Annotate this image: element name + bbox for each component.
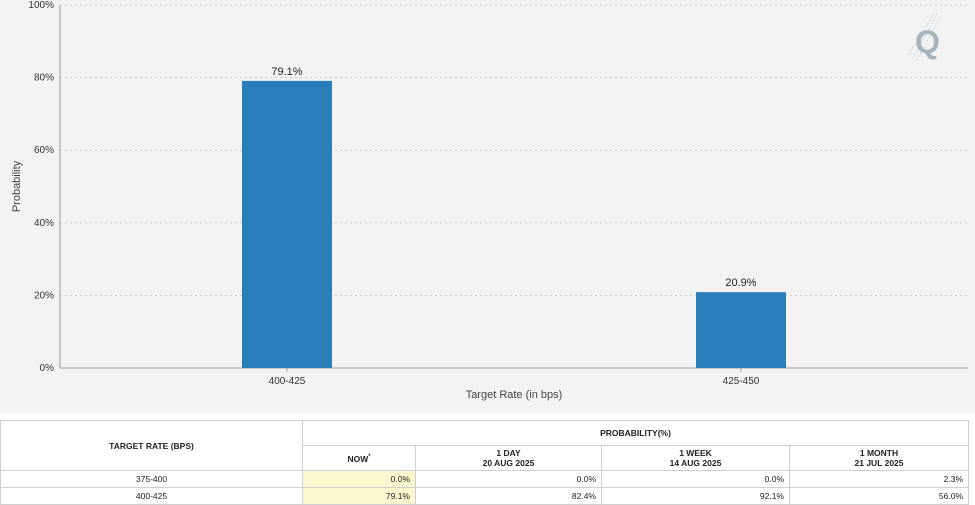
logo-letter: Q bbox=[915, 24, 940, 60]
y-tick-label: 60% bbox=[34, 145, 54, 156]
probability-table: TARGET RATE (BPS) PROBABILITY(%) NOW* 1 … bbox=[0, 420, 970, 505]
x-tick-label: 425-450 bbox=[723, 376, 760, 387]
col-header-1-week: 1 WEEK 14 AUG 2025 bbox=[601, 445, 790, 471]
col-header-now: NOW* bbox=[302, 445, 416, 471]
col-header-1-month: 1 MONTH 21 JUL 2025 bbox=[788, 445, 970, 471]
grid-lines bbox=[60, 4, 968, 296]
x-axis-title: Target Rate (in bps) bbox=[466, 389, 563, 401]
one-week-cell: 92.1% bbox=[601, 487, 790, 505]
probability-header: PROBABILITY(%) bbox=[301, 420, 970, 446]
y-tick-label: 0% bbox=[40, 363, 55, 374]
target-rate-header: TARGET RATE (BPS) bbox=[0, 420, 303, 471]
col-header-1-day: 1 DAY 20 AUG 2025 bbox=[415, 445, 602, 471]
bar bbox=[242, 80, 332, 368]
one-month-cell: 2.3% bbox=[788, 470, 970, 488]
rate-cell: 375-400 bbox=[0, 470, 303, 488]
rate-cell: 400-425 bbox=[0, 487, 303, 505]
axes bbox=[59, 5, 968, 372]
bar-chart: 0% 20% 40% 60% 80% 100% 79.1% 400-425 20.9% 425-4… bbox=[11, 0, 968, 401]
y-tick-label: 80% bbox=[34, 73, 54, 84]
one-month-cell: 56.0% bbox=[788, 487, 970, 505]
y-tick-label: 20% bbox=[34, 290, 54, 301]
bar bbox=[696, 292, 786, 368]
labels: 0% 20% 40% 60% 80% 100% 79.1% 400-425 20.9% 425-4… bbox=[11, 0, 760, 401]
now-cell: 79.1% bbox=[302, 487, 416, 505]
one-day-cell: 0.0% bbox=[415, 470, 602, 488]
one-week-cell: 0.0% bbox=[601, 470, 790, 488]
y-tick-label: 40% bbox=[34, 218, 54, 229]
now-cell: 0.0% bbox=[302, 470, 416, 488]
y-axis-title: Probability bbox=[11, 160, 23, 212]
one-day-cell: 82.4% bbox=[415, 487, 602, 505]
quikstrike-logo: Q bbox=[905, 8, 955, 66]
x-tick-label: 400-425 bbox=[269, 376, 306, 387]
chart-area: 0% 20% 40% 60% 80% 100% 79.1% 400-425 20.9% 425-4… bbox=[0, 0, 975, 414]
data-label: 20.9% bbox=[725, 277, 756, 289]
y-tick-label: 100% bbox=[28, 0, 54, 11]
table-row: 375-400 0.0% 0.0% 0.0% 2.3% bbox=[0, 470, 970, 488]
data-label: 79.1% bbox=[271, 66, 302, 78]
bars bbox=[242, 80, 786, 368]
table-row: 400-425 79.1% 82.4% 92.1% 56.0% bbox=[0, 487, 970, 505]
